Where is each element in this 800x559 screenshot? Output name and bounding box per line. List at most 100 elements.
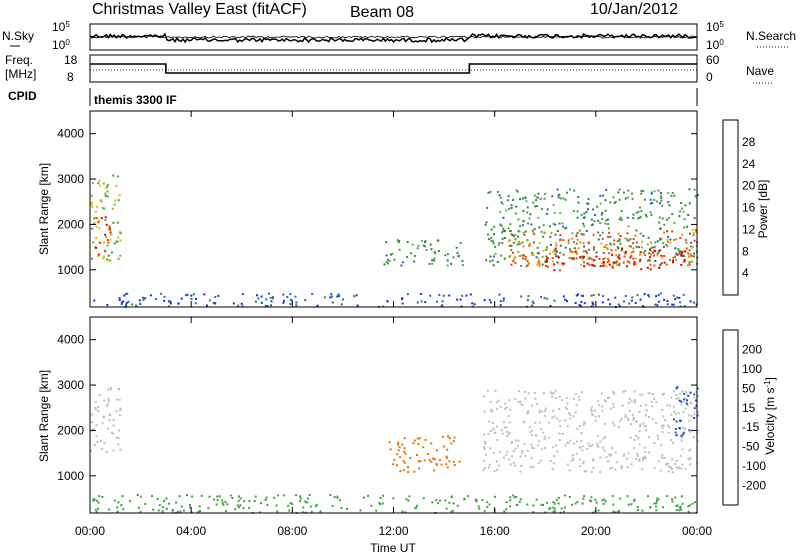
heatmap-cell xyxy=(553,507,556,510)
heatmap-cell xyxy=(100,200,103,203)
heatmap-cell xyxy=(630,463,633,466)
heatmap-cell xyxy=(627,239,630,242)
heatmap-cell xyxy=(629,409,631,412)
heatmap-cell xyxy=(418,437,421,440)
heatmap-cell xyxy=(208,299,211,302)
heatmap-cell xyxy=(582,460,585,463)
heatmap-cell xyxy=(528,244,531,247)
heatmap-cell xyxy=(115,436,118,439)
heatmap-cell xyxy=(588,248,591,251)
heatmap-cell xyxy=(112,221,115,224)
heatmap-cell xyxy=(695,391,698,394)
heatmap-cell xyxy=(97,219,100,222)
heatmap-cell xyxy=(518,390,521,393)
colorbar-frame xyxy=(722,329,739,506)
heatmap-cell xyxy=(411,243,414,246)
x-tick-label: 20:00 xyxy=(581,524,611,538)
heatmap-cell xyxy=(693,232,695,235)
heatmap-cell xyxy=(502,456,505,459)
heatmap-cell xyxy=(651,201,654,204)
heatmap-cell xyxy=(632,247,635,250)
heatmap-cell xyxy=(612,406,615,408)
heatmap-cell xyxy=(635,241,638,244)
heatmap-cell xyxy=(673,239,675,241)
heatmap-cell xyxy=(105,236,108,239)
heatmap-cell xyxy=(570,459,573,462)
heatmap-cell xyxy=(610,253,613,256)
heatmap-cell xyxy=(118,429,120,432)
heatmap-cell xyxy=(540,230,543,233)
heatmap-cell xyxy=(203,293,206,296)
heatmap-cell xyxy=(555,444,557,447)
heatmap-cell xyxy=(580,300,583,303)
heatmap-cell xyxy=(116,510,119,513)
heatmap-cell xyxy=(190,294,193,297)
heatmap-cell xyxy=(549,235,552,238)
heatmap-cell xyxy=(549,460,552,463)
heatmap-cell xyxy=(520,254,523,257)
heatmap-cell xyxy=(90,201,93,204)
heatmap-cell xyxy=(488,238,490,241)
heatmap-cell xyxy=(639,215,642,218)
heatmap-cell xyxy=(218,495,221,498)
heatmap-cell xyxy=(578,398,581,401)
heatmap-cell xyxy=(490,240,493,243)
heatmap-cell xyxy=(299,495,301,498)
heatmap-cell xyxy=(604,436,607,439)
heatmap-cell xyxy=(594,419,597,422)
heatmap-cell xyxy=(662,506,665,509)
y-tick-label: 1000 xyxy=(57,469,84,483)
freq-unit-label: [MHz] xyxy=(5,67,36,81)
heatmap-cell xyxy=(638,260,641,263)
heatmap-cell xyxy=(177,510,180,513)
heatmap-cell xyxy=(603,257,606,260)
heatmap-cell xyxy=(650,241,652,244)
heatmap-cell xyxy=(586,447,589,450)
heatmap-cell xyxy=(378,502,381,504)
heatmap-cell xyxy=(618,198,621,201)
heatmap-cell xyxy=(108,259,111,262)
heatmap-cell xyxy=(653,442,656,444)
heatmap-cell xyxy=(552,506,555,509)
heatmap-cell xyxy=(519,400,522,403)
heatmap-cell xyxy=(534,397,537,400)
heatmap-cell xyxy=(657,189,660,192)
heatmap-cell xyxy=(573,241,575,244)
heatmap-cell xyxy=(693,188,696,191)
heatmap-cell xyxy=(307,497,309,500)
heatmap-cell xyxy=(688,261,691,264)
heatmap-cell xyxy=(673,222,676,224)
heatmap-cell xyxy=(104,194,107,197)
heatmap-cell xyxy=(531,300,534,303)
heatmap-cell xyxy=(403,461,406,464)
heatmap-cell xyxy=(526,503,529,506)
heatmap-cell xyxy=(552,409,555,412)
heatmap-cell xyxy=(492,452,495,454)
heatmap-cell xyxy=(119,232,122,235)
heatmap-cell xyxy=(604,222,607,225)
heatmap-cell xyxy=(568,412,571,414)
heatmap-cell xyxy=(546,297,549,300)
heatmap-cell xyxy=(595,501,598,504)
heatmap-cell xyxy=(116,221,119,224)
heatmap-cell xyxy=(659,249,662,252)
heatmap-cell xyxy=(607,397,609,399)
heatmap-cell xyxy=(169,302,172,305)
heatmap-cell xyxy=(104,216,107,219)
heatmap-cell xyxy=(565,397,568,400)
heatmap-cell xyxy=(168,300,171,303)
heatmap-cell xyxy=(576,210,579,213)
heatmap-cell xyxy=(549,252,551,255)
colorbar-tick-label: 8 xyxy=(742,244,749,258)
heatmap-cell xyxy=(684,250,687,253)
heatmap-cell xyxy=(467,495,470,498)
heatmap-cell xyxy=(117,443,120,446)
heatmap-cell xyxy=(607,259,610,262)
heatmap-cell xyxy=(665,218,668,221)
heatmap-cell xyxy=(95,424,98,427)
heatmap-cell xyxy=(330,295,333,298)
heatmap-cell xyxy=(654,241,657,244)
heatmap-cell xyxy=(608,231,611,234)
heatmap-cell xyxy=(555,255,558,258)
heatmap-cell xyxy=(546,246,549,249)
